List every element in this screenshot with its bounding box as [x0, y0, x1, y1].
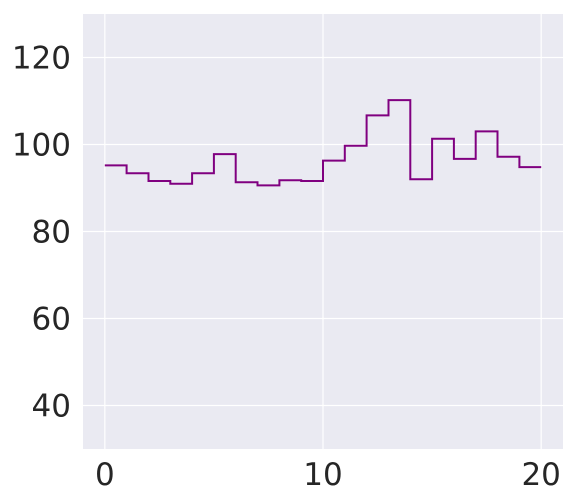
grid-lines: [83, 14, 563, 449]
y-tick-label: 120: [12, 41, 71, 77]
series-step-line: [104, 99, 542, 187]
x-tick-labels: 0 10 20: [95, 457, 561, 493]
y-tick-label: 100: [12, 128, 71, 164]
x-tick-label: 0: [95, 457, 115, 493]
y-tick-labels: 40 60 80 100 120: [12, 41, 71, 425]
y-tick-label: 40: [32, 389, 71, 425]
y-tick-label: 80: [32, 215, 71, 251]
series-layer: [104, 99, 542, 187]
x-tick-label: 20: [521, 457, 560, 493]
y-tick-label: 60: [32, 302, 71, 338]
x-tick-label: 10: [303, 457, 342, 493]
